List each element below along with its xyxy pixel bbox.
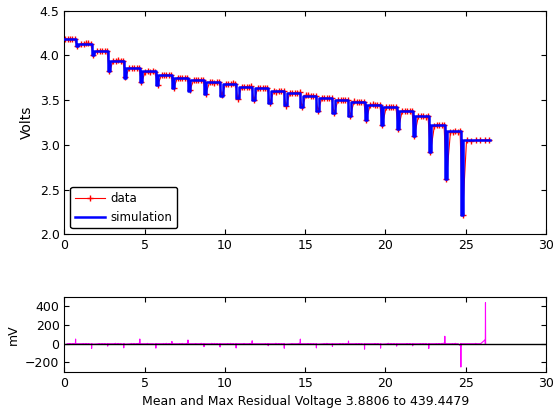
- data: [165, 73, 172, 78]
- simulation: [396, 126, 403, 131]
- data: [347, 114, 353, 119]
- Line: data: data: [62, 36, 492, 218]
- Y-axis label: Volts: Volts: [20, 106, 34, 139]
- Y-axis label: mV: mV: [7, 324, 20, 345]
- data: [307, 93, 314, 98]
- simulation: [265, 100, 272, 105]
- X-axis label: Mean and Max Residual Voltage 3.8806 to 439.4479: Mean and Max Residual Voltage 3.8806 to …: [142, 395, 469, 408]
- simulation: [61, 37, 68, 42]
- simulation: [169, 86, 175, 91]
- simulation: [313, 93, 320, 98]
- simulation: [460, 212, 466, 217]
- simulation: [487, 138, 493, 143]
- data: [216, 80, 223, 85]
- Line: simulation: simulation: [64, 39, 490, 215]
- Legend: data, simulation: data, simulation: [71, 187, 177, 228]
- data: [459, 213, 466, 218]
- simulation: [281, 89, 288, 94]
- data: [232, 81, 239, 87]
- data: [395, 126, 402, 131]
- data: [62, 36, 68, 41]
- data: [486, 137, 492, 142]
- simulation: [458, 212, 464, 217]
